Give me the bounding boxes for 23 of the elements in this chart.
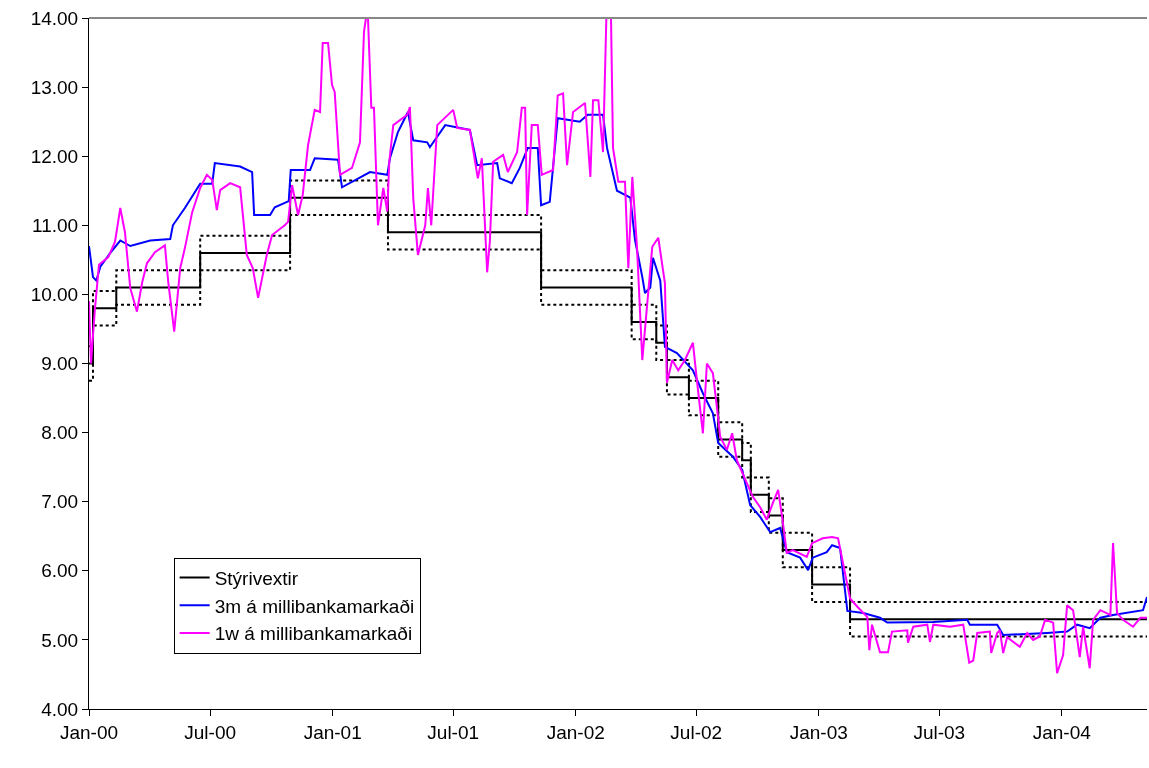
x-tick-label: Jan-00 [59,721,119,743]
y-tick-label: 11.00 [32,214,79,236]
y-tick-label: 10.00 [30,284,79,306]
y-tick-label: 12.00 [30,145,79,167]
y-tick-label: 14.00 [30,7,79,29]
legend-label: Stýrivextir [214,567,299,589]
legend-label: 3m á millibankamarkaði [214,595,415,617]
y-tick-label: 9.00 [41,353,79,375]
x-tick-label: Jul-02 [670,721,723,743]
x-tick-label: Jan-03 [789,721,848,743]
y-tick-label: 5.00 [41,629,79,651]
legend-label: 1w á millibankamarkaði [214,623,413,645]
x-tick-label: Jul-01 [427,721,480,743]
x-tick-label: Jan-04 [1032,721,1092,743]
y-tick-label: 7.00 [41,491,79,513]
y-tick-label: 6.00 [41,560,79,582]
x-tick-label: Jan-01 [303,721,362,743]
x-tick-label: Jan-02 [546,721,605,743]
x-tick-label: Jul-03 [913,721,966,743]
y-tick-label: 4.00 [41,698,79,720]
y-tick-label: 8.00 [41,422,79,444]
y-tick-label: 13.00 [30,76,79,98]
x-tick-label: Jul-00 [184,721,237,743]
